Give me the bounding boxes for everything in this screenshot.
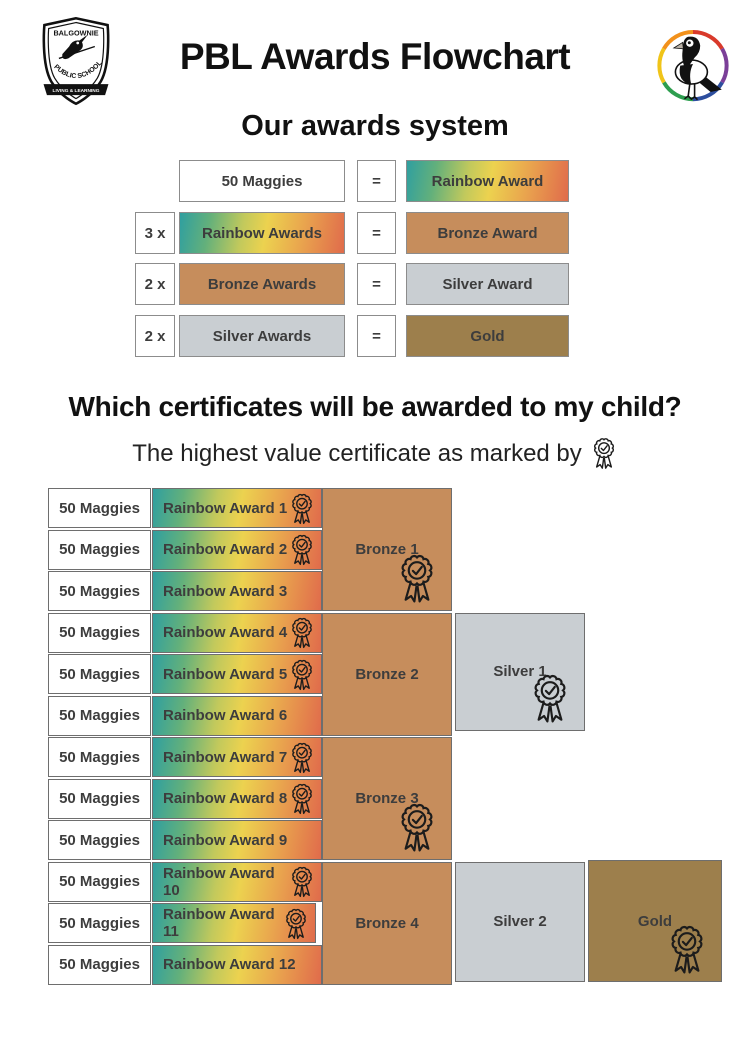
maggies-cell: 50 Maggies (48, 488, 151, 528)
rosette-award-icon (395, 552, 439, 604)
maggies-cell: 50 Maggies (48, 944, 151, 985)
rainbow-award-cell: Rainbow Award 5 (152, 654, 322, 694)
from-box: Rainbow Awards (179, 212, 345, 254)
rainbow-award-cell: Rainbow Award 3 (152, 571, 322, 611)
awards-system-heading: Our awards system (241, 110, 509, 142)
bronze-cell: Bronze 1 (322, 488, 452, 611)
rainbow-award-cell: Rainbow Award 4 (152, 612, 322, 653)
rosette-award-icon (288, 865, 316, 898)
rosette-award-icon (288, 658, 316, 691)
from-box: Bronze Awards (179, 263, 345, 305)
awards-system-row: 3 x Rainbow Awards = Bronze Award (135, 212, 569, 254)
bronze-label: Bronze 4 (355, 914, 419, 932)
certificate-flow-table: 50 Maggies 50 Maggies 50 Maggies 50 Magg… (48, 488, 728, 988)
qty-box: 2 x (135, 263, 175, 305)
to-box: Rainbow Award (406, 160, 569, 202)
rainbow-award-label: Rainbow Award 9 (163, 831, 288, 849)
maggies-cell: 50 Maggies (48, 861, 151, 902)
bronze-cell: Bronze 3 (322, 737, 452, 860)
maggies-cell: 50 Maggies (48, 778, 151, 819)
from-box: Silver Awards (179, 315, 345, 357)
magpie-rainbow-ring-icon (657, 29, 729, 102)
rainbow-award-cell: Rainbow Award 10 (152, 861, 322, 902)
equals-box: = (357, 212, 396, 254)
silver-label: Silver 2 (493, 913, 547, 930)
crest-banner-text: LIVING & LEARNING (53, 88, 100, 94)
maggies-cell: 50 Maggies (48, 737, 151, 777)
to-box: Bronze Award (406, 212, 569, 254)
maggies-cell: 50 Maggies (48, 903, 151, 943)
from-box: 50 Maggies (179, 160, 345, 202)
rainbow-award-cell: Rainbow Award 9 (152, 820, 322, 860)
rainbow-award-label: Rainbow Award 12 (163, 956, 296, 973)
subheading-text: The highest value certificate as marked … (132, 440, 582, 467)
certificates-subheading: The highest value certificate as marked … (0, 436, 750, 470)
certificates-heading: Which certificates will be awarded to my… (68, 391, 682, 422)
page-title: PBL Awards Flowchart (179, 36, 571, 77)
rainbow-award-label: Rainbow Award 10 (163, 864, 275, 899)
crest-school-name: BALGOWNIE (53, 28, 98, 37)
awards-system-row: 2 x Bronze Awards = Silver Award (135, 263, 569, 305)
maggies-cell: 50 Maggies (48, 612, 151, 653)
equals-box: = (357, 263, 396, 305)
rosette-award-icon (288, 616, 316, 649)
rosette-award-icon (528, 672, 572, 724)
crest-magpie-icon (58, 34, 96, 60)
rosette-award-icon (288, 741, 316, 774)
rosette-award-icon (288, 782, 316, 815)
maggies-cell: 50 Maggies (48, 571, 151, 611)
crest-banner-ribbon (43, 84, 109, 96)
qty-box: 3 x (135, 212, 175, 254)
bronze-cell: Bronze 2 (322, 612, 452, 736)
rainbow-award-cell: Rainbow Award 8 (152, 778, 322, 819)
rainbow-award-label: Rainbow Award 7 (163, 748, 288, 766)
rosette-award-icon (288, 533, 316, 566)
equals-box: = (357, 160, 396, 202)
maggies-cell: 50 Maggies (48, 654, 151, 694)
rainbow-award-label: Rainbow Award 11 (163, 906, 275, 940)
silver-label: Silver 1 (493, 663, 547, 680)
rainbow-award-cell: Rainbow Award 1 (152, 488, 322, 528)
rainbow-award-cell: Rainbow Award 7 (152, 737, 322, 777)
equals-box: = (357, 315, 396, 357)
awards-system-row: 2 x Silver Awards = Gold (135, 315, 569, 357)
maggies-cell: 50 Maggies (48, 695, 151, 736)
rosette-award-icon (395, 801, 439, 853)
rainbow-award-cell: Rainbow Award 11 (152, 903, 316, 943)
maggies-cell: 50 Maggies (48, 529, 151, 570)
silver-cell: Silver 1 (455, 612, 585, 731)
gold-label: Gold (637, 912, 673, 930)
gold-cell: Gold (588, 860, 722, 982)
maggies-cell: 50 Maggies (48, 820, 151, 860)
rainbow-award-label: Rainbow Award 4 (163, 624, 288, 641)
school-crest-logo: BALGOWNIE PUBLIC SCHOOL LIVING & LEARNIN… (42, 16, 110, 106)
awards-system-row: 50 Maggies = Rainbow Award (135, 160, 569, 202)
rosette-award-icon (665, 923, 709, 975)
rainbow-award-cell: Rainbow Award 6 (152, 695, 322, 736)
bronze-cell: Bronze 4 (322, 861, 452, 985)
rainbow-award-cell: Rainbow Award 2 (152, 529, 322, 570)
to-box: Gold (406, 315, 569, 357)
rosette-award-icon (288, 492, 316, 525)
bronze-label: Bronze 3 (355, 790, 419, 807)
rainbow-award-label: Rainbow Award 3 (163, 582, 288, 600)
magpie-bird (672, 36, 722, 100)
bronze-label: Bronze 1 (355, 541, 419, 558)
rainbow-award-label: Rainbow Award 5 (163, 665, 288, 683)
rainbow-award-cell: Rainbow Award 12 (152, 944, 322, 985)
rosette-award-icon (590, 436, 618, 470)
rainbow-award-label: Rainbow Award 2 (163, 541, 288, 558)
rosette-award-icon (282, 907, 310, 940)
rainbow-award-label: Rainbow Award 6 (163, 707, 288, 724)
rainbow-award-label: Rainbow Award 8 (163, 790, 288, 807)
rainbow-award-label: Rainbow Award 1 (163, 499, 288, 517)
qty-box: 2 x (135, 315, 175, 357)
to-box: Silver Award (406, 263, 569, 305)
silver-cell: Silver 2 (455, 861, 585, 982)
bronze-label: Bronze 2 (355, 665, 419, 683)
